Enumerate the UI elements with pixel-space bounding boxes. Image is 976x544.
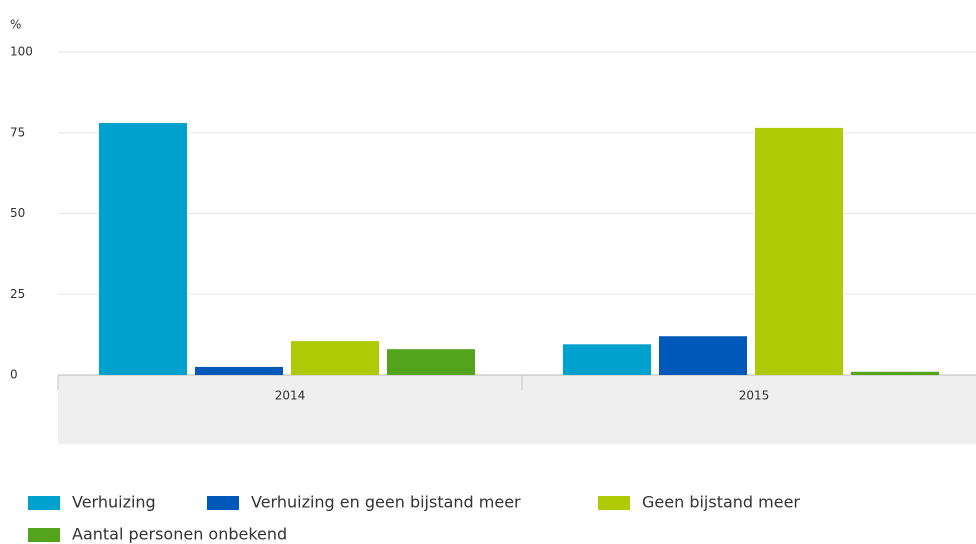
legend-label: Verhuizing (72, 493, 156, 512)
bar (195, 366, 283, 375)
legend-swatch (598, 496, 630, 510)
y-tick-label: 0 (10, 368, 18, 382)
y-tick-label: 25 (10, 287, 25, 301)
x-tick-label: 2014 (275, 389, 306, 403)
legend-label: Verhuizing en geen bijstand meer (251, 493, 521, 512)
legend-label: Geen bijstand meer (642, 493, 800, 512)
bar (755, 127, 843, 375)
bar (291, 341, 379, 375)
y-axis-label: % (10, 18, 21, 32)
legend-swatch (207, 496, 239, 510)
bar (851, 371, 939, 375)
x-tick-label: 2015 (739, 389, 770, 403)
bar (99, 123, 187, 375)
y-tick-label: 75 (10, 125, 25, 139)
bar (659, 336, 747, 375)
category-band (58, 375, 976, 444)
bar (563, 344, 651, 375)
legend-swatch (28, 528, 60, 542)
legend-label: Aantal personen onbekend (72, 525, 287, 544)
legend-swatch (28, 496, 60, 510)
y-tick-label: 50 (10, 206, 25, 220)
y-tick-label: 100 (10, 45, 33, 59)
bar (387, 349, 475, 375)
